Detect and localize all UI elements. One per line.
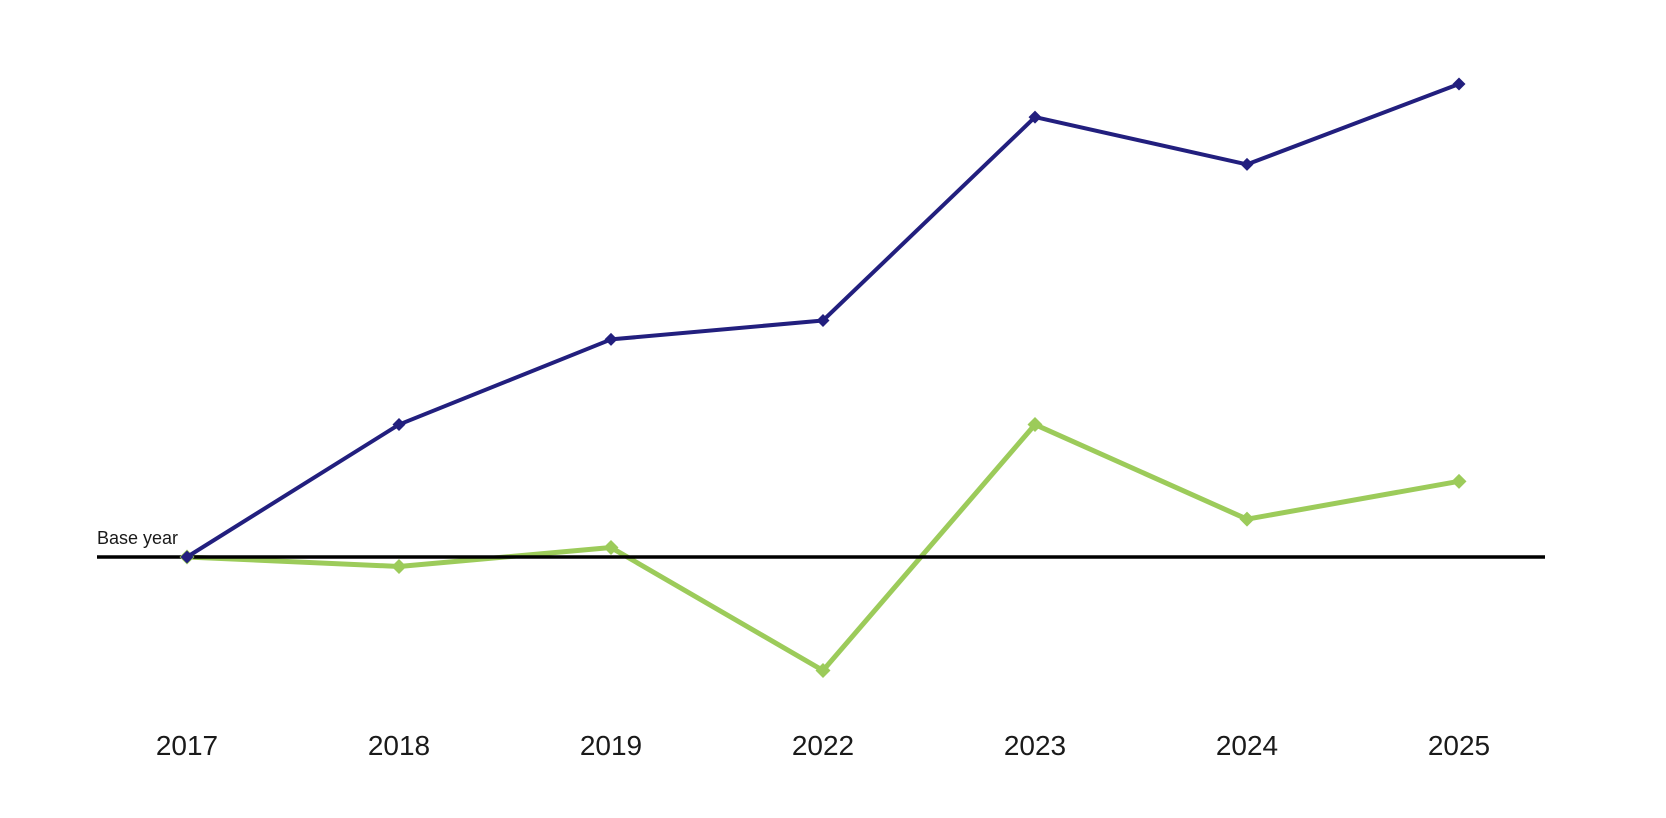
navy-series-marker-2019 xyxy=(604,332,618,346)
x-tick-label-2023: 2023 xyxy=(1003,730,1067,761)
baseline-label: Base year xyxy=(97,528,179,548)
navy-series-marker-2018 xyxy=(392,418,406,432)
x-tick-label-2022: 2022 xyxy=(791,730,855,761)
x-tick-label-2024: 2024 xyxy=(1215,730,1279,761)
green-series-line xyxy=(184,422,1462,674)
navy-series-marker-2022 xyxy=(816,314,830,327)
x-tick-label-2018: 2018 xyxy=(367,730,431,761)
x-tick-label-2025: 2025 xyxy=(1427,730,1491,761)
x-tick-label-2019: 2019 xyxy=(579,730,643,761)
navy-series-marker-2017 xyxy=(180,550,194,564)
navy-series-marker-2024 xyxy=(1240,157,1254,171)
x-tick-label-2017: 2017 xyxy=(155,730,219,761)
green-series-marker-2025 xyxy=(1451,473,1467,489)
navy-series-marker-2025 xyxy=(1452,77,1466,91)
green-series-marker-2018 xyxy=(391,558,407,574)
navy-series-marker-2023 xyxy=(1028,110,1042,124)
green-series-marker-2024 xyxy=(1239,511,1255,527)
green-series-marker-2023 xyxy=(1027,417,1043,433)
green-series-marker-2019 xyxy=(603,540,619,556)
green-series-marker-2022 xyxy=(815,663,831,679)
